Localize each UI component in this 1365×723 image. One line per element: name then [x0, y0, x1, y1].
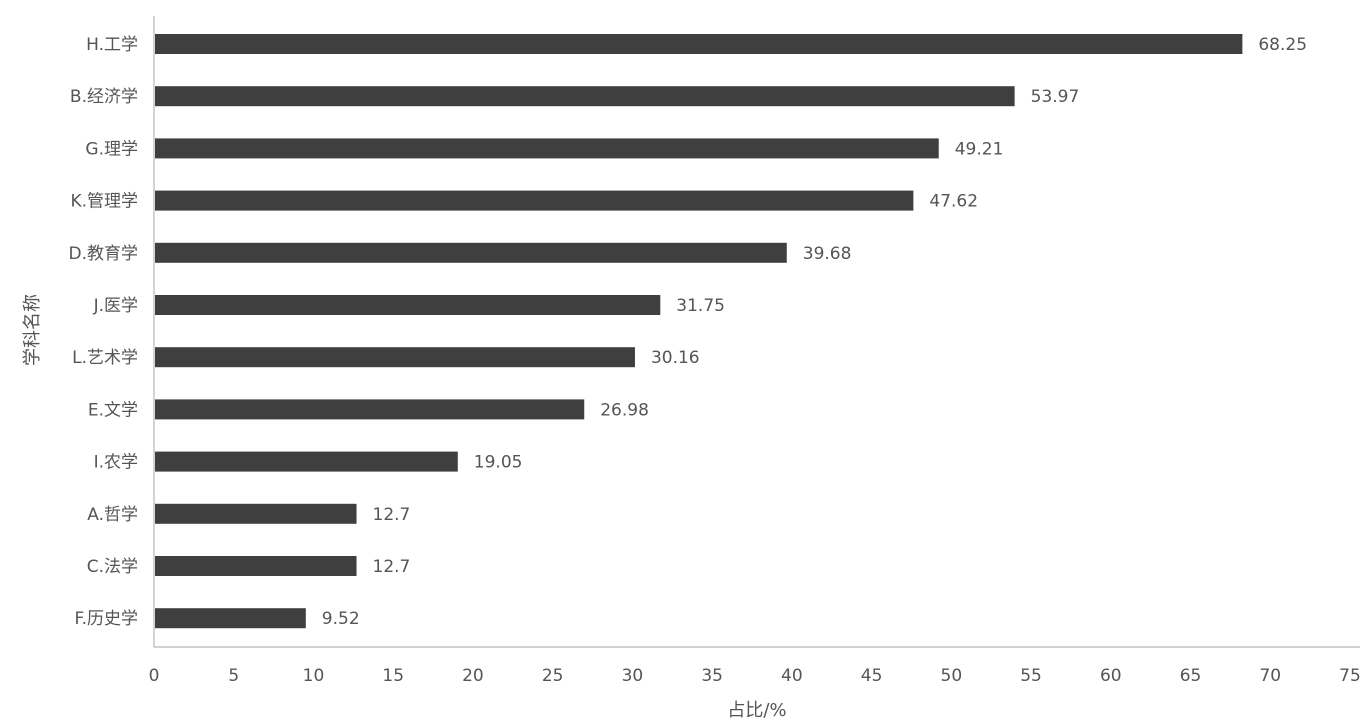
category-label: L.艺术学	[72, 348, 138, 368]
bar-3	[155, 138, 939, 159]
bar-12	[155, 608, 306, 629]
category-label: H.工学	[86, 35, 138, 55]
bar-8	[155, 399, 585, 420]
category-label: C.法学	[87, 557, 138, 577]
bar-7	[155, 347, 635, 368]
category-label: K.管理学	[70, 192, 138, 212]
category-label: B.经济学	[70, 87, 138, 107]
axis-layer	[153, 16, 1360, 648]
data-label: 26.98	[600, 400, 649, 420]
x-tick-label: 5	[228, 666, 239, 686]
data-label: 49.21	[955, 139, 1004, 159]
bars-layer	[155, 34, 1243, 629]
x-tick-label: 30	[622, 666, 644, 686]
x-tick-label: 25	[542, 666, 564, 686]
category-label: D.教育学	[69, 244, 139, 264]
x-tick-label: 50	[941, 666, 963, 686]
bar-1	[155, 34, 1243, 54]
x-axis-title: 占比/%	[727, 700, 786, 721]
bar-9	[155, 451, 458, 472]
x-tick-label: 15	[382, 666, 404, 686]
bar-2	[155, 86, 1015, 107]
data-label: 68.25	[1258, 35, 1307, 55]
category-label: G.理学	[85, 139, 138, 159]
x-tick-label: 65	[1180, 666, 1202, 686]
data-label: 19.05	[474, 453, 523, 473]
x-tick-label: 20	[462, 666, 484, 686]
x-tick-label: 45	[861, 666, 883, 686]
bar-10	[155, 503, 357, 524]
x-tick-label: 35	[701, 666, 723, 686]
x-tick-label: 10	[303, 666, 325, 686]
x-tick-label: 0	[149, 666, 160, 686]
data-label: 39.68	[803, 244, 852, 264]
x-tick-label: 55	[1020, 666, 1042, 686]
x-ticks-layer: 0 5 10 15 20 25 30 35 40 45 50 55 60 65 70 75	[149, 666, 1361, 686]
bar-6	[155, 295, 661, 315]
bar-5	[155, 242, 787, 263]
category-label: A.哲学	[87, 505, 138, 525]
data-label: 53.97	[1031, 87, 1080, 107]
x-tick-label: 70	[1259, 666, 1281, 686]
category-label: F.历史学	[75, 609, 138, 629]
data-label: 30.16	[651, 348, 700, 368]
x-tick-label: 75	[1339, 666, 1361, 686]
y-axis-title: 学科名称	[22, 294, 43, 366]
labels-layer: H.工学 68.25 B.经济学 53.97 G.理学 49.21 K.管理学 47.62 D.…	[69, 35, 1308, 629]
category-label: J.医学	[93, 296, 138, 316]
x-tick-label: 60	[1100, 666, 1122, 686]
data-label: 12.7	[373, 557, 411, 577]
bar-11	[155, 556, 357, 576]
x-tick-label: 40	[781, 666, 803, 686]
data-label: 12.7	[373, 505, 411, 525]
bar-4	[155, 190, 914, 211]
data-label: 47.62	[929, 192, 978, 212]
data-label: 9.52	[322, 609, 360, 629]
category-label: I.农学	[94, 453, 138, 473]
category-label: E.文学	[88, 400, 138, 420]
data-label: 31.75	[676, 296, 725, 316]
